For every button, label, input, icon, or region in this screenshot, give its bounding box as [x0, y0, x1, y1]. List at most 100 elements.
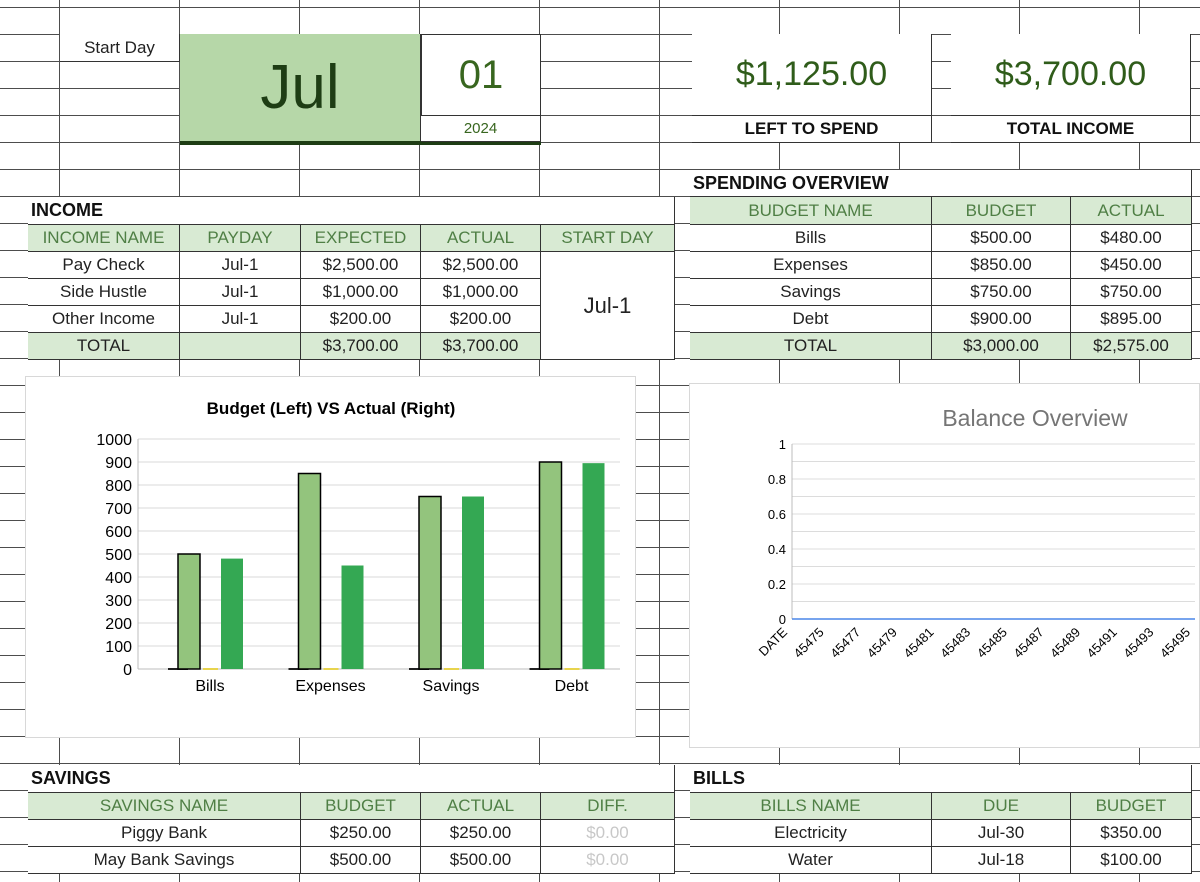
total-income-value: $3,700.00 — [951, 34, 1191, 116]
spending-row-actual[interactable]: $480.00 — [1071, 225, 1192, 252]
line-x-tick-label: 45491 — [1084, 625, 1120, 661]
income-row-name[interactable]: Other Income — [28, 306, 180, 333]
savings-col-budget: BUDGET — [301, 793, 421, 820]
spending-col-actual: ACTUAL — [1071, 197, 1192, 225]
income-total-empty — [180, 333, 301, 360]
line-y-tick-label: 1 — [779, 437, 786, 452]
savings-row-diff: $0.00 — [541, 847, 675, 874]
line-y-tick-label: 0.2 — [768, 577, 786, 592]
bar-y-tick-label: 600 — [105, 524, 132, 541]
actual-bar — [341, 565, 364, 669]
spending-section-title: SPENDING OVERVIEW — [690, 170, 1192, 197]
line-x-tick-label: 45487 — [1010, 625, 1046, 661]
year-display[interactable]: 2024 — [421, 116, 541, 142]
bar-y-tick-label: 300 — [105, 593, 132, 610]
bills-row-name[interactable]: Water — [690, 847, 932, 874]
spending-row-budget[interactable]: $900.00 — [932, 306, 1071, 333]
bills-row-budget[interactable]: $100.00 — [1071, 847, 1192, 874]
income-total-actual: $3,700.00 — [421, 333, 541, 360]
income-row-actual[interactable]: $2,500.00 — [421, 252, 541, 279]
savings-row-budget[interactable]: $500.00 — [301, 847, 421, 874]
spending-col-name: BUDGET NAME — [690, 197, 932, 225]
bills-row-name[interactable]: Electricity — [690, 820, 932, 847]
bar-category-label: Bills — [195, 678, 224, 695]
actual-bar — [462, 496, 484, 669]
income-col-name: INCOME NAME — [28, 225, 180, 252]
header-underline — [180, 141, 541, 145]
bills-row-budget[interactable]: $350.00 — [1071, 820, 1192, 847]
income-col-start-day: START DAY — [541, 225, 675, 252]
spending-row-budget[interactable]: $500.00 — [932, 225, 1071, 252]
spending-row-name[interactable]: Savings — [690, 279, 932, 306]
budget-bar — [297, 472, 322, 670]
budget-bar — [538, 461, 563, 670]
income-total-label: TOTAL — [28, 333, 180, 360]
income-row-expected[interactable]: $200.00 — [301, 306, 421, 333]
balance-overview-svg: Balance Overview 0 0.2 0.4 0.6 0.8 1 DATE 45475… — [756, 405, 1195, 661]
income-col-payday: PAYDAY — [180, 225, 301, 252]
line-x-tick-label: 45479 — [864, 625, 900, 661]
line-x-tick-label: 45485 — [974, 625, 1010, 661]
income-start-day-value[interactable]: Jul-1 — [541, 252, 675, 360]
spending-row-name[interactable]: Bills — [690, 225, 932, 252]
bar-category-label: Expenses — [295, 678, 365, 695]
bar-y-tick-label: 500 — [105, 547, 132, 564]
left-to-spend-label: LEFT TO SPEND — [692, 116, 932, 143]
line-y-tick-label: 0.6 — [768, 507, 786, 522]
spending-row-name[interactable]: Debt — [690, 306, 932, 333]
savings-row-actual[interactable]: $500.00 — [421, 847, 541, 874]
spending-row-actual[interactable]: $750.00 — [1071, 279, 1192, 306]
income-row-payday[interactable]: Jul-1 — [180, 306, 301, 333]
income-row-expected[interactable]: $2,500.00 — [301, 252, 421, 279]
spending-row-actual[interactable]: $895.00 — [1071, 306, 1192, 333]
income-row-payday[interactable]: Jul-1 — [180, 279, 301, 306]
line-x-tick-label: 45481 — [900, 625, 936, 661]
bar-y-tick-label: 700 — [105, 501, 132, 518]
left-to-spend-value: $1,125.00 — [692, 34, 932, 116]
line-x-tick-label: 45475 — [791, 625, 827, 661]
savings-row-name[interactable]: Piggy Bank — [28, 820, 301, 847]
spending-total-budget: $3,000.00 — [932, 333, 1071, 360]
actual-bar — [582, 463, 605, 669]
spending-col-budget: BUDGET — [932, 197, 1071, 225]
spending-total-label: TOTAL — [690, 333, 932, 360]
line-y-tick-label: 0 — [779, 612, 786, 627]
income-col-actual: ACTUAL — [421, 225, 541, 252]
actual-bar — [221, 558, 243, 669]
spending-row-actual[interactable]: $450.00 — [1071, 252, 1192, 279]
budget-bar — [418, 495, 442, 670]
line-x-tick-label: 45477 — [827, 625, 863, 661]
line-x-tick-label: 45495 — [1157, 625, 1193, 661]
bar-y-tick-label: 100 — [105, 639, 132, 656]
line-x-tick-label: 45483 — [937, 625, 973, 661]
start-day-label: Start Day — [60, 34, 180, 62]
balance-overview-chart[interactable]: Balance Overview 0 0.2 0.4 0.6 0.8 1 DATE 45475… — [689, 383, 1200, 748]
bills-row-due[interactable]: Jul-18 — [932, 847, 1071, 874]
line-x-tick-label: 45489 — [1047, 625, 1083, 661]
spending-row-name[interactable]: Expenses — [690, 252, 932, 279]
month-display[interactable]: Jul — [180, 34, 421, 142]
spending-row-budget[interactable]: $750.00 — [932, 279, 1071, 306]
bar-category-label: Debt — [555, 678, 589, 695]
income-row-payday[interactable]: Jul-1 — [180, 252, 301, 279]
bills-row-due[interactable]: Jul-30 — [932, 820, 1071, 847]
income-row-name[interactable]: Side Hustle — [28, 279, 180, 306]
income-row-expected[interactable]: $1,000.00 — [301, 279, 421, 306]
income-row-name[interactable]: Pay Check — [28, 252, 180, 279]
bar-y-tick-label: 1000 — [96, 432, 132, 449]
savings-row-actual[interactable]: $250.00 — [421, 820, 541, 847]
day-display[interactable]: 01 — [421, 34, 541, 116]
savings-row-budget[interactable]: $250.00 — [301, 820, 421, 847]
total-income-label: TOTAL INCOME — [951, 116, 1191, 143]
bar-y-tick-label: 0 — [123, 662, 132, 679]
income-row-actual[interactable]: $1,000.00 — [421, 279, 541, 306]
spending-row-budget[interactable]: $850.00 — [932, 252, 1071, 279]
budget-vs-actual-svg: Budget (Left) VS Actual (Right) 0 100 200 3… — [96, 399, 620, 695]
income-row-actual[interactable]: $200.00 — [421, 306, 541, 333]
savings-row-name[interactable]: May Bank Savings — [28, 847, 301, 874]
budget-vs-actual-chart[interactable]: Budget (Left) VS Actual (Right) 0 100 200 3… — [25, 376, 636, 738]
savings-col-name: SAVINGS NAME — [28, 793, 301, 820]
budget-bar — [177, 553, 201, 670]
bar-y-tick-label: 200 — [105, 616, 132, 633]
bar-y-tick-label: 800 — [105, 478, 132, 495]
